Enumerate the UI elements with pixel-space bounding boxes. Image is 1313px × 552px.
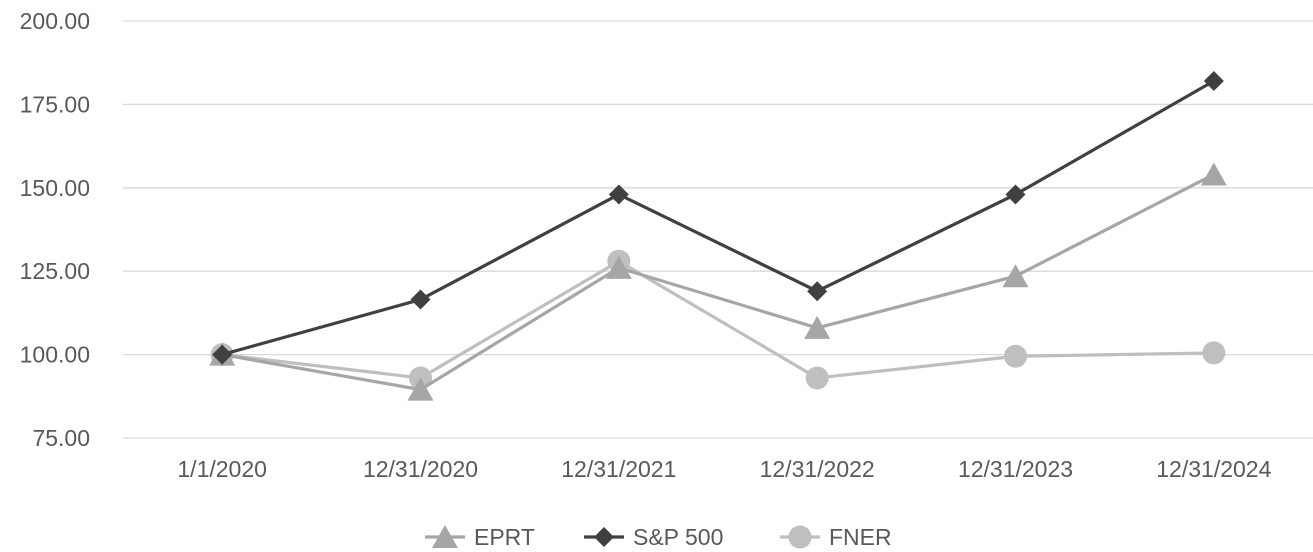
legend-item-eprt: EPRT bbox=[425, 524, 535, 550]
y-axis-tick-labels: 75.00 100.00 125.00 150.00 175.00 200.00 bbox=[20, 8, 90, 451]
legend-item-fner: FNER bbox=[780, 524, 892, 550]
series-line-fner bbox=[221, 259, 1214, 380]
legend: EPRT S&P 500 FNER bbox=[425, 524, 892, 550]
legend-marker-triangle bbox=[432, 525, 458, 548]
x-tick-label: 12/31/2022 bbox=[760, 456, 875, 482]
legend-label: FNER bbox=[829, 524, 892, 550]
data-point-s-p-500 bbox=[212, 344, 233, 365]
data-point-eprt bbox=[1200, 162, 1227, 186]
x-tick-label: 1/1/2020 bbox=[177, 456, 267, 482]
series-fner bbox=[210, 249, 1226, 390]
y-tick-label: 175.00 bbox=[20, 91, 90, 117]
data-point-eprt bbox=[804, 315, 831, 339]
series-line-eprt bbox=[221, 173, 1215, 392]
data-point-fner bbox=[1202, 341, 1226, 365]
x-tick-label: 12/31/2021 bbox=[561, 456, 676, 482]
data-point-s-p-500 bbox=[608, 184, 629, 205]
data-point-fner bbox=[805, 366, 829, 390]
legend-item-s-p-500: S&P 500 bbox=[584, 524, 723, 550]
series-s-p-500 bbox=[212, 71, 1224, 365]
y-tick-label: 150.00 bbox=[20, 175, 90, 201]
series-eprt bbox=[209, 162, 1227, 401]
x-tick-label: 12/31/2024 bbox=[1156, 456, 1271, 482]
legend-label: S&P 500 bbox=[633, 524, 723, 550]
x-tick-label: 12/31/2020 bbox=[363, 456, 478, 482]
legend-marker-circle bbox=[788, 525, 812, 549]
y-tick-label: 100.00 bbox=[20, 342, 90, 368]
series-lines bbox=[209, 71, 1227, 401]
gridlines bbox=[123, 20, 1313, 439]
x-tick-label: 12/31/2023 bbox=[958, 456, 1073, 482]
y-tick-label: 125.00 bbox=[20, 258, 90, 284]
data-point-s-p-500 bbox=[807, 281, 828, 302]
data-point-eprt bbox=[1002, 264, 1029, 288]
data-point-s-p-500 bbox=[1005, 184, 1026, 205]
data-point-eprt bbox=[407, 377, 434, 401]
x-axis-tick-labels: 1/1/2020 12/31/2020 12/31/2021 12/31/2022 12… bbox=[177, 456, 1271, 482]
data-point-s-p-500 bbox=[1203, 71, 1224, 92]
data-point-s-p-500 bbox=[410, 289, 431, 310]
y-tick-label: 200.00 bbox=[20, 8, 90, 34]
data-point-fner bbox=[1004, 344, 1027, 368]
legend-label: EPRT bbox=[474, 524, 535, 550]
legend-marker-diamond bbox=[594, 527, 614, 547]
series-line-s-p-500 bbox=[221, 79, 1215, 357]
y-tick-label: 75.00 bbox=[32, 425, 90, 451]
data-point-eprt bbox=[605, 255, 632, 279]
